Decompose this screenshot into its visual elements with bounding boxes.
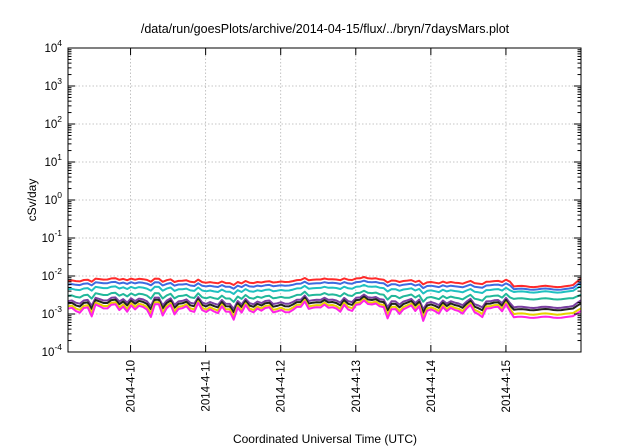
y-axis: 10-4 10-3 10-2 10-1 100 101 102 103 104	[42, 38, 581, 359]
series-group	[67, 276, 582, 322]
x-tick-label: 2014-4-10	[126, 360, 138, 412]
x-tick-label: 2014-4-13	[351, 360, 363, 412]
x-tick-label: 2014-4-14	[426, 359, 438, 412]
series-line	[67, 299, 582, 322]
series-line	[67, 279, 582, 291]
y-tick-label: 10-4	[42, 342, 63, 359]
series-line	[67, 295, 582, 314]
series-line	[67, 289, 582, 303]
y-axis-label: cSv/day	[25, 179, 39, 222]
y-tick-label: 10-2	[42, 266, 63, 283]
x-axis: 2014-4-10 2014-4-11 2014-4-12 2014-4-13 2014…	[126, 48, 513, 412]
y-tick-label: 100	[44, 190, 62, 207]
series-line	[67, 283, 582, 295]
x-axis-label: Coordinated Universal Time (UTC)	[233, 432, 417, 446]
y-tick-label: 104	[44, 38, 62, 55]
y-tick-label: 103	[44, 76, 62, 93]
y-tick-label: 10-3	[42, 304, 63, 321]
x-tick-label: 2014-4-11	[201, 360, 213, 412]
y-tick-label: 101	[44, 152, 62, 169]
y-tick-label: 10-1	[42, 228, 63, 245]
x-tick-label: 2014-4-15	[501, 360, 513, 412]
series-line	[67, 276, 582, 289]
x-tick-label: 2014-4-12	[276, 360, 288, 412]
y-tick-label: 102	[44, 114, 62, 131]
chart-title: /data/run/goesPlots/archive/2014-04-15/f…	[141, 22, 510, 36]
